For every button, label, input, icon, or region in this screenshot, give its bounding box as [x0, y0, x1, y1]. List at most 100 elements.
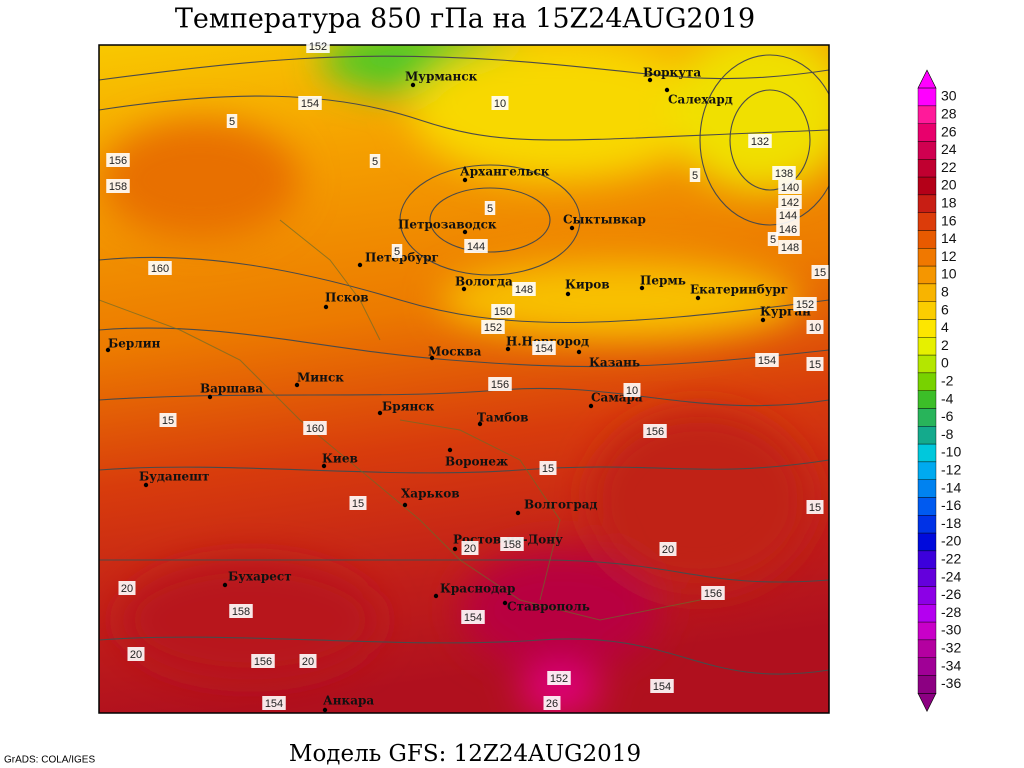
isoline-label-box: [484, 201, 496, 215]
colorbar-swatch: [917, 230, 937, 249]
isoline-label: 20: [464, 543, 476, 555]
colorbar-swatch: [917, 372, 937, 391]
colorbar-swatch: [917, 497, 937, 516]
colorbar-swatch: [917, 319, 937, 338]
colorbar-swatch: [917, 194, 937, 213]
borders: [99, 219, 701, 621]
city-label: Петрозаводск: [398, 218, 497, 232]
city-dot: [321, 463, 327, 469]
colorbar-swatch: [917, 443, 937, 463]
isoline-label-box: [106, 179, 130, 193]
city-dot: [576, 349, 582, 355]
isoline-label-box: [778, 240, 802, 254]
city-dot: [447, 447, 453, 453]
colorbar-swatch: [917, 604, 937, 623]
isoline-label: 5: [372, 156, 378, 168]
isoline-label: 158: [109, 181, 127, 193]
isoline-label: 5: [394, 246, 400, 258]
colorbar-swatch: [917, 675, 937, 694]
isoline-label: 15: [542, 463, 554, 475]
isoline-label-box: [701, 586, 725, 600]
city-label: Анкара: [323, 694, 374, 708]
city-label: Москва: [428, 345, 482, 359]
colorbar-swatch: [917, 283, 937, 302]
colorbar-swatch: [917, 141, 937, 160]
colorbar-swatch: [917, 408, 937, 427]
isoline-label-box: [689, 168, 701, 182]
city-dot: [639, 285, 645, 291]
isoline-label-box: [488, 377, 512, 391]
isoline-label-box: [650, 679, 674, 693]
colorbar: 302826242220181614121086420-2-4-6-8-10-1…: [917, 69, 961, 712]
colorbar-swatch: [917, 550, 937, 569]
colorbar-cap: [917, 692, 937, 712]
isoline-label-box: [748, 134, 772, 148]
isoline-label: 15: [814, 267, 826, 279]
colorbar-swatch: [917, 354, 937, 374]
city-dot: [565, 291, 571, 297]
city-label: Воронеж: [445, 455, 508, 469]
isoline-label: 150: [494, 306, 512, 318]
isoline-label: 156: [109, 155, 127, 167]
colorbar-label: 28: [941, 106, 957, 122]
isoline-label-box: [806, 357, 824, 371]
city-dot: [410, 82, 416, 88]
city-dot: [461, 286, 467, 292]
isoline-label-box: [491, 304, 515, 318]
colorbar-label: -16: [941, 497, 961, 513]
colorbar-label: -34: [941, 657, 961, 673]
colorbar-label: -26: [941, 586, 961, 602]
colorbar-swatch: [917, 461, 937, 480]
isoline-label-box: [229, 604, 253, 618]
isoline-label-box: [776, 222, 800, 236]
city-dot: [462, 229, 468, 235]
isoline-label: 160: [151, 263, 169, 275]
isoline-label-box: [776, 208, 800, 222]
city-dot: [515, 510, 521, 516]
isoline-label: 138: [775, 168, 793, 180]
colorbar-swatch: [917, 621, 937, 641]
isoline-label: 140: [781, 182, 799, 194]
isoline-label: 152: [550, 673, 568, 685]
city-dot: [433, 593, 439, 599]
city-dot: [322, 707, 328, 713]
city-dot: [502, 600, 508, 606]
colorbar-label: 30: [941, 88, 957, 104]
isoline-label: 5: [692, 170, 698, 182]
isoline-label: 26: [546, 698, 558, 710]
isoline-label-box: [532, 341, 556, 355]
field-patches: [100, 45, 829, 713]
isoline-label: 154: [653, 681, 671, 693]
isoline-label-box: [547, 671, 571, 685]
isoline-label: 148: [781, 242, 799, 254]
colorbar-label: 8: [941, 284, 949, 300]
isoline-label-box: [806, 320, 824, 334]
isoline-label: 160: [306, 423, 324, 435]
city-label: Варшава: [200, 382, 263, 396]
isoline-label-box: [491, 96, 509, 110]
city-dot: [664, 87, 670, 93]
city-dot: [429, 355, 435, 361]
isoline-label: 152: [309, 41, 327, 53]
colorbar-swatch: [917, 515, 937, 534]
isoline-label: 132: [751, 136, 769, 148]
colorbar-label: 10: [941, 266, 957, 282]
isoline-label: 20: [130, 649, 142, 661]
city-label: Псков: [325, 291, 369, 305]
colorbar-swatch: [917, 265, 937, 285]
isoline-label-box: [262, 696, 286, 710]
isoline-label: 154: [265, 698, 283, 710]
isoline-label-box: [659, 542, 677, 556]
model-caption: Модель GFS: 12Z24AUG2019: [289, 741, 641, 767]
isoline-label: 10: [809, 322, 821, 334]
colorbar-label: 24: [941, 141, 957, 157]
colorbar-label: -28: [941, 604, 961, 620]
isoline-label-box: [778, 195, 802, 209]
isoline-label: 154: [301, 98, 319, 110]
isoline-label-box: [369, 154, 381, 168]
colorbar-swatch: [917, 657, 937, 676]
city-dot: [377, 410, 383, 416]
isoline-label: 20: [121, 583, 133, 595]
isoline-label-box: [755, 353, 779, 367]
isoline-label-box: [512, 282, 536, 296]
